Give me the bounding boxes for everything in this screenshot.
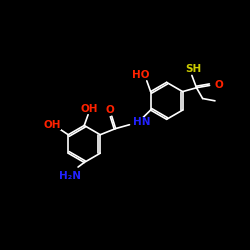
Text: HO: HO [132,70,149,81]
Text: O: O [215,80,224,90]
Text: O: O [106,105,114,115]
Text: H₂N: H₂N [60,170,82,180]
Text: OH: OH [43,120,61,130]
Text: OH: OH [80,104,98,114]
Text: SH: SH [185,64,202,74]
Text: HN: HN [133,117,151,127]
